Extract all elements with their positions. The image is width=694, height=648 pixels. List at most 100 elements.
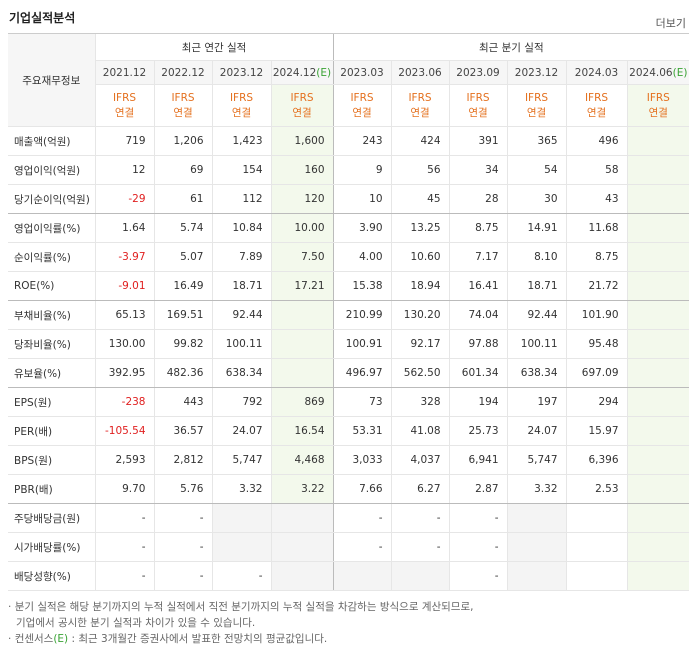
basis-header: IFRS 연결 <box>153 84 212 127</box>
row-label: PER(배) <box>8 416 95 446</box>
cell: 1,423 <box>211 126 271 156</box>
basis-label: 연결 <box>292 106 312 119</box>
cell: - <box>390 532 450 562</box>
cell <box>506 561 567 591</box>
financial-table: 주요재무정보 최근 연간 실적 최근 분기 실적 2021.12 2022.12 2023… <box>8 33 690 591</box>
cell: 5.07 <box>153 242 212 272</box>
cell: 3,033 <box>332 445 392 475</box>
cell: 9.70 <box>94 474 154 504</box>
period-date: 2024.03 <box>574 66 619 79</box>
data-row: 순이익률(%) -3.97 5.07 7.89 7.50 4.00 10.60 7.17 8.1… <box>8 242 690 272</box>
basis-label: 연결 <box>410 106 430 119</box>
cell: 58 <box>565 155 628 185</box>
period-date: 2023.09 <box>456 66 500 79</box>
row-label: ROE(%) <box>8 271 95 301</box>
data-row: 부채비율(%) 65.13 169.51 92.44 210.99 130.20 74.04… <box>8 300 690 330</box>
note: · 컨센서스(E) : 최근 3개월간 증권사에서 발표한 전망치의 평균값입니… <box>8 631 473 647</box>
basis-label: 연결 <box>352 106 372 119</box>
period-header: 2023.06 <box>390 60 450 85</box>
cell: 8.75 <box>448 213 508 243</box>
period-date: 2023.03 <box>340 66 384 79</box>
cell: 194 <box>448 387 508 417</box>
basis-label: 연결 <box>526 106 547 119</box>
cell: 3.22 <box>270 474 334 504</box>
cell: 34 <box>448 155 508 185</box>
cell: 792 <box>211 387 271 417</box>
cell <box>332 561 392 591</box>
cell: 45 <box>390 184 450 214</box>
cell: 41.08 <box>390 416 450 446</box>
corner-header: 주요재무정보 <box>8 33 95 127</box>
cell <box>626 445 690 475</box>
row-label: 영업이익(억원) <box>8 155 95 185</box>
cell: 69 <box>153 155 212 185</box>
cell: 496 <box>565 126 628 156</box>
cell: 65.13 <box>94 300 154 330</box>
cell: 10.00 <box>270 213 334 243</box>
cell <box>270 329 334 359</box>
cell: 601.34 <box>448 358 508 388</box>
cell: 7.66 <box>332 474 392 504</box>
cell: 294 <box>565 387 628 417</box>
bullet: · <box>8 633 15 645</box>
cell: 7.50 <box>270 242 334 272</box>
period-header: 2023.12 <box>211 60 271 85</box>
cell <box>270 532 334 562</box>
cell: 17.21 <box>270 271 334 301</box>
data-row: 배당성향(%) - - - - <box>8 561 690 591</box>
cell <box>390 561 450 591</box>
cell: - <box>94 532 154 562</box>
basis-label: IFRS <box>290 91 314 104</box>
cell: 697.09 <box>565 358 628 388</box>
cell: 24.07 <box>506 416 567 446</box>
cell: 100.91 <box>332 329 392 359</box>
row-label: PBR(배) <box>8 474 95 504</box>
cell: 43 <box>565 184 628 214</box>
cell: 7.17 <box>448 242 508 272</box>
cell <box>270 503 334 533</box>
basis-label: 연결 <box>648 106 668 119</box>
period-date: 2023.12 <box>514 66 559 79</box>
cell: 16.41 <box>448 271 508 301</box>
cell: - <box>332 532 392 562</box>
cell: 443 <box>153 387 212 417</box>
data-row: EPS(원) -238 443 792 869 73 328 194 197 294 <box>8 387 690 417</box>
basis-header: IFRS 연결 <box>94 84 154 127</box>
period-header: 2024.03 <box>565 60 628 85</box>
cell: 8.10 <box>506 242 567 272</box>
cell: 101.90 <box>565 300 628 330</box>
cell <box>626 532 690 562</box>
cell: - <box>448 561 508 591</box>
cell: 328 <box>390 387 450 417</box>
period-header: 2023.12 <box>506 60 567 85</box>
cell: 562.50 <box>390 358 450 388</box>
period-date: 2023.06 <box>398 66 442 79</box>
cell: 169.51 <box>153 300 212 330</box>
cell: 92.44 <box>211 300 271 330</box>
basis-label: IFRS <box>524 91 549 104</box>
cell: 12 <box>94 155 154 185</box>
note: · 분기 실적은 해당 분기까지의 누적 실적에서 직전 분기까지의 누적 실적… <box>8 599 473 631</box>
cell <box>270 358 334 388</box>
cell: 4.00 <box>332 242 392 272</box>
cell <box>626 503 690 533</box>
cell: 74.04 <box>448 300 508 330</box>
cell: 10 <box>332 184 392 214</box>
cell: 638.34 <box>211 358 271 388</box>
cell: 4,468 <box>270 445 334 475</box>
basis-label: IFRS <box>171 91 195 104</box>
cell: 2,812 <box>153 445 212 475</box>
cell: 61 <box>153 184 212 214</box>
basis-header: IFRS 연결 <box>506 84 567 127</box>
cell <box>506 503 567 533</box>
cell: 28 <box>448 184 508 214</box>
cell: 5.74 <box>153 213 212 243</box>
cell <box>565 532 628 562</box>
row-label: 부채비율(%) <box>8 300 95 330</box>
cell: 25.73 <box>448 416 508 446</box>
basis-label: IFRS <box>584 91 609 104</box>
data-row: 시가배당률(%) - - - - - <box>8 532 690 562</box>
more-link[interactable]: 더보기 <box>655 17 686 30</box>
cell: 8.75 <box>565 242 628 272</box>
cell: 5,747 <box>506 445 567 475</box>
